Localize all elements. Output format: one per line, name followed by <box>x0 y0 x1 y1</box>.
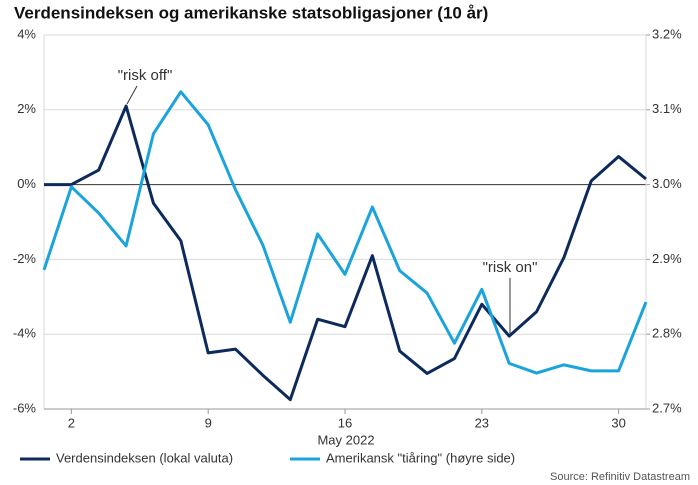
annotation: "risk off" <box>118 67 173 84</box>
x-axis-label: May 2022 <box>317 432 374 447</box>
x-tick-label: 9 <box>205 415 212 430</box>
annotation: "risk on" <box>483 259 538 276</box>
y2-tick-label: 2.8% <box>652 326 682 341</box>
y-tick-label: 0% <box>17 176 36 191</box>
y-tick-label: -4% <box>13 326 37 341</box>
source: Source: Refinitiv Datastream <box>550 471 690 483</box>
x-tick-label: 2 <box>68 415 75 430</box>
y-tick-label: 4% <box>17 26 36 41</box>
legend-label: Amerikansk "tiåring" (høyre side) <box>326 450 515 465</box>
chart-title: Verdensindeksen og amerikanske statsobli… <box>14 3 488 22</box>
y2-tick-label: 3.2% <box>652 26 682 41</box>
series-line <box>42 90 648 375</box>
x-tick-label: 16 <box>338 415 352 430</box>
y2-tick-label: 2.9% <box>652 251 682 266</box>
annotation-pointer <box>126 85 138 105</box>
series-line <box>44 104 647 402</box>
legend-label: Verdensindeksen (lokal valuta) <box>56 450 233 465</box>
y-tick-label: -2% <box>13 251 37 266</box>
y2-tick-label: 3.0% <box>652 176 682 191</box>
y-tick-label: -6% <box>13 400 37 415</box>
y-tick-label: 2% <box>17 101 36 116</box>
x-tick-label: 30 <box>611 415 625 430</box>
x-tick-label: 23 <box>475 415 489 430</box>
y2-tick-label: 3.1% <box>652 101 682 116</box>
y2-tick-label: 2.7% <box>652 400 682 415</box>
